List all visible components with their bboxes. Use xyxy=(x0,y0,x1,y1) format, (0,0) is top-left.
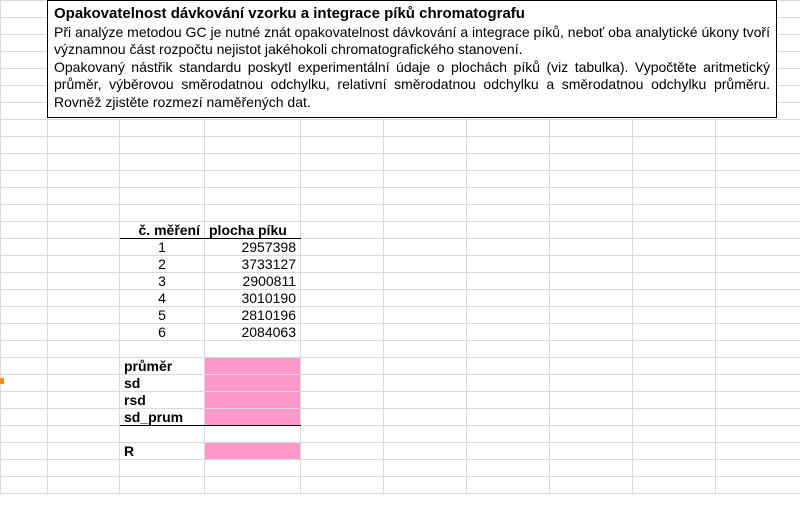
label-mean[interactable]: průměr xyxy=(120,358,205,375)
table-row[interactable]: 2 3733127 xyxy=(1,256,800,273)
grid-row[interactable] xyxy=(1,171,800,188)
cell-n[interactable]: 6 xyxy=(120,324,205,341)
table-row[interactable]: 5 2810196 xyxy=(1,307,800,324)
cell-n[interactable]: 3 xyxy=(120,273,205,290)
cell-n[interactable]: 4 xyxy=(120,290,205,307)
cell-sd-value[interactable] xyxy=(205,375,301,392)
cell-area[interactable]: 2810196 xyxy=(205,307,301,324)
table-header-area[interactable]: plocha píku xyxy=(205,222,301,239)
label-range[interactable]: R xyxy=(120,443,205,460)
grid-row[interactable] xyxy=(1,460,800,477)
grid-row[interactable]: sd_prum xyxy=(1,409,800,426)
cell-area[interactable]: 2957398 xyxy=(205,239,301,256)
grid-row[interactable] xyxy=(1,477,800,494)
cell-mean-value[interactable] xyxy=(205,358,301,375)
spreadsheet-view: č. měření plocha píku 1 2957398 2 373312… xyxy=(0,0,800,511)
table-row[interactable]: 4 3010190 xyxy=(1,290,800,307)
cell-range-value[interactable] xyxy=(205,443,301,460)
label-sd[interactable]: sd xyxy=(120,375,205,392)
textbox-paragraph: Při analýze metodou GC je nutné znát opa… xyxy=(54,24,770,59)
cell-area[interactable]: 2900811 xyxy=(205,273,301,290)
instruction-textbox[interactable]: Opakovatelnost dávkování vzorku a integr… xyxy=(47,0,777,118)
grid-row[interactable] xyxy=(1,137,800,154)
label-rsd[interactable]: rsd xyxy=(120,392,205,409)
grid-row[interactable] xyxy=(1,154,800,171)
grid-row[interactable]: rsd xyxy=(1,392,800,409)
grid-row[interactable]: sd xyxy=(1,375,800,392)
textbox-title: Opakovatelnost dávkování vzorku a integr… xyxy=(54,5,770,24)
grid-row[interactable] xyxy=(1,426,800,443)
textbox-paragraph: Opakovaný nástřik standardu poskytl expe… xyxy=(54,59,770,112)
grid-row[interactable] xyxy=(1,205,800,222)
cell-sdmean-value[interactable] xyxy=(205,409,301,426)
cell-n[interactable]: 2 xyxy=(120,256,205,273)
cell-area[interactable]: 2084063 xyxy=(205,324,301,341)
cell-n[interactable]: 1 xyxy=(120,239,205,256)
cell-n[interactable]: 5 xyxy=(120,307,205,324)
label-sdmean[interactable]: sd_prum xyxy=(120,409,205,426)
grid-row[interactable] xyxy=(1,188,800,205)
cell-area[interactable]: 3010190 xyxy=(205,290,301,307)
cell-area[interactable]: 3733127 xyxy=(205,256,301,273)
grid-row[interactable]: R xyxy=(1,443,800,460)
grid-row[interactable] xyxy=(1,120,800,137)
table-row[interactable]: 3 2900811 xyxy=(1,273,800,290)
grid-row[interactable]: č. měření plocha píku xyxy=(1,222,800,239)
grid-row[interactable]: průměr xyxy=(1,358,800,375)
grid-row[interactable] xyxy=(1,341,800,358)
cell-rsd-value[interactable] xyxy=(205,392,301,409)
table-row[interactable]: 1 2957398 xyxy=(1,239,800,256)
row-marker-icon xyxy=(0,378,4,384)
table-row[interactable]: 6 2084063 xyxy=(1,324,800,341)
table-header-n[interactable]: č. měření xyxy=(120,222,205,239)
